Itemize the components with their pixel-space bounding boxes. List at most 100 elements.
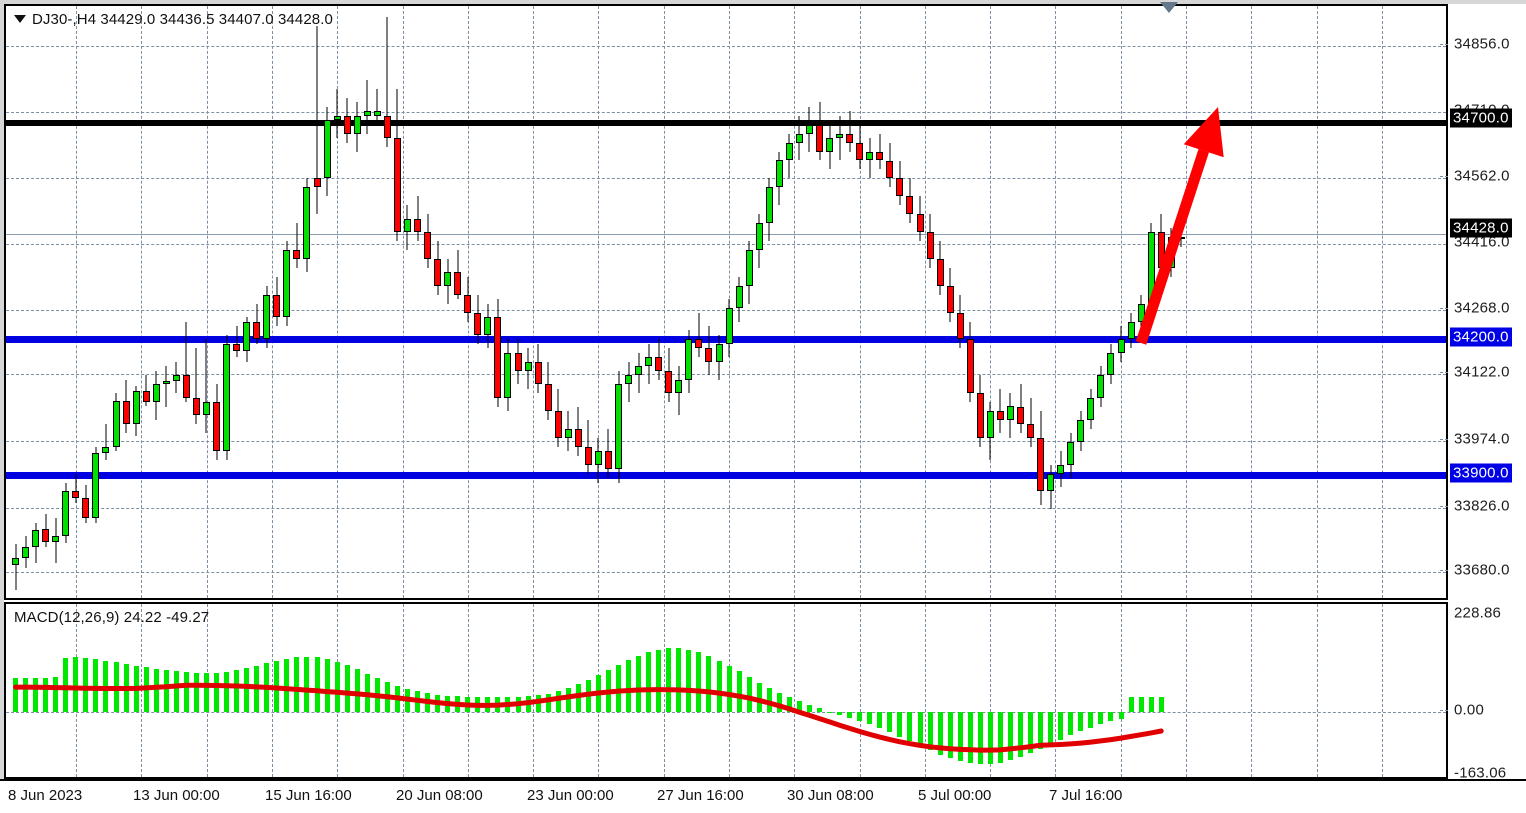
candlestick[interactable] [554,388,562,447]
candlestick[interactable] [1137,294,1145,335]
price-y-axis[interactable]: 34856.034710.034700.034562.034428.034416… [1440,4,1526,600]
candlestick[interactable] [1006,393,1014,438]
candlestick[interactable] [725,299,733,358]
candlestick[interactable] [233,325,241,358]
candlestick[interactable] [594,437,602,483]
price-level-current-price[interactable] [6,234,1446,235]
candlestick[interactable] [293,223,301,268]
candlestick[interactable] [283,241,291,326]
candlestick[interactable] [393,88,401,241]
candlestick[interactable] [504,339,512,411]
candlestick[interactable] [52,518,60,564]
candlestick[interactable] [363,79,371,134]
candlestick[interactable] [323,106,331,197]
candlestick[interactable] [514,339,522,385]
candlestick[interactable] [886,142,894,188]
candlestick[interactable] [444,258,452,304]
candlestick[interactable] [735,276,743,322]
candlestick[interactable] [1087,388,1095,429]
candlestick[interactable] [464,276,472,322]
candlestick[interactable] [213,384,220,461]
candlestick[interactable] [775,151,783,206]
candlestick[interactable] [22,536,30,568]
candlestick[interactable] [816,102,823,161]
price-level-resistance[interactable] [6,120,1446,126]
candlestick[interactable] [62,482,70,543]
candlestick[interactable] [12,544,19,590]
candlestick[interactable] [604,428,612,479]
candlestick[interactable] [112,393,120,452]
candlestick[interactable] [243,317,251,362]
candlestick[interactable] [1097,366,1105,407]
candlestick[interactable] [454,249,462,300]
candlestick[interactable] [172,361,180,394]
candlestick[interactable] [645,343,653,385]
candlestick[interactable] [956,294,964,349]
candlestick[interactable] [785,133,793,179]
macd-y-axis[interactable]: 228.86 0.00 -163.06 [1440,602,1526,782]
macd-chart-panel[interactable]: MACD(12,26,9) 24.22 -49.27 [4,602,1448,779]
candlestick[interactable] [1037,410,1045,505]
candlestick[interactable] [1077,410,1085,452]
candlestick[interactable] [755,214,763,268]
candlestick[interactable] [936,241,944,295]
candlestick[interactable] [946,267,954,322]
candlestick[interactable] [564,410,572,452]
candlestick[interactable] [32,522,40,564]
candlestick[interactable] [1167,227,1175,277]
price-level-support-lower[interactable] [6,472,1446,479]
candlestick[interactable] [635,352,643,394]
candlestick[interactable] [715,334,723,380]
candlestick[interactable] [665,348,673,403]
candlestick[interactable] [1017,384,1024,434]
time-x-axis[interactable]: 8 Jun 2023 13 Jun 00:00 15 Jun 16:00 20 Jun… [0,779,1526,813]
candlestick[interactable] [625,361,633,403]
candlestick[interactable] [1057,451,1065,488]
candlestick[interactable] [202,339,210,434]
candlestick[interactable] [333,88,341,139]
candlestick[interactable] [263,285,271,349]
candlestick[interactable] [805,106,813,152]
candlestick[interactable] [162,366,170,407]
candlestick[interactable] [1177,233,1185,247]
candlestick[interactable] [72,473,80,503]
candlestick[interactable] [313,26,321,215]
candlestick[interactable] [132,386,140,436]
candlestick[interactable] [846,111,854,152]
candlestick[interactable] [916,196,924,241]
candlestick[interactable] [343,97,351,143]
candlestick[interactable] [424,214,432,268]
candlestick[interactable] [926,214,934,268]
candlestick[interactable] [1117,325,1125,362]
candlestick[interactable] [383,17,391,148]
candlestick[interactable] [474,294,482,344]
candlestick[interactable] [182,321,190,403]
candlestick[interactable] [655,339,663,380]
candlestick[interactable] [826,124,834,170]
price-chart-panel[interactable]: DJ30-,H4 34429.0 34436.5 34407.0 34428.0 [4,4,1448,600]
candlestick[interactable] [1027,397,1035,447]
candlestick[interactable] [1127,312,1135,349]
candlestick[interactable] [745,241,753,304]
candlestick[interactable] [866,138,874,179]
candlestick[interactable] [705,325,713,376]
candlestick[interactable] [906,178,914,224]
candlestick[interactable] [896,160,904,206]
candlestick[interactable] [223,334,231,461]
candlestick[interactable] [524,348,532,389]
candlestick[interactable] [414,196,421,241]
candlestick[interactable] [494,299,502,407]
candlestick[interactable] [142,375,150,407]
candlestick[interactable] [434,241,442,295]
candlestick[interactable] [303,178,311,273]
candlestick[interactable] [273,276,281,326]
candlestick[interactable] [795,115,803,161]
candlestick[interactable] [1147,223,1155,318]
candlestick[interactable] [192,348,200,425]
candlestick[interactable] [966,321,974,403]
candlestick[interactable] [675,366,683,416]
candlestick[interactable] [615,370,622,483]
candlestick[interactable] [584,419,592,474]
candlestick[interactable] [484,303,492,349]
candlestick[interactable] [1107,343,1115,385]
